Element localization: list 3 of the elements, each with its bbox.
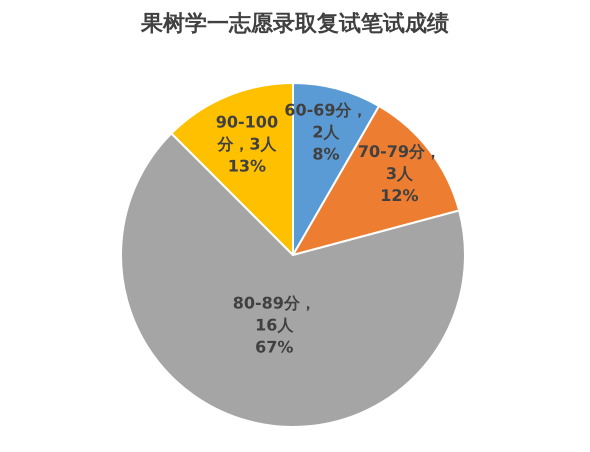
- chart-title: 果树学一志愿录取复试笔试成绩: [140, 12, 449, 36]
- slice-label: 80-89分， 16人 67%: [232, 293, 316, 356]
- slice-label: 90-100分，3人 13%: [216, 112, 278, 176]
